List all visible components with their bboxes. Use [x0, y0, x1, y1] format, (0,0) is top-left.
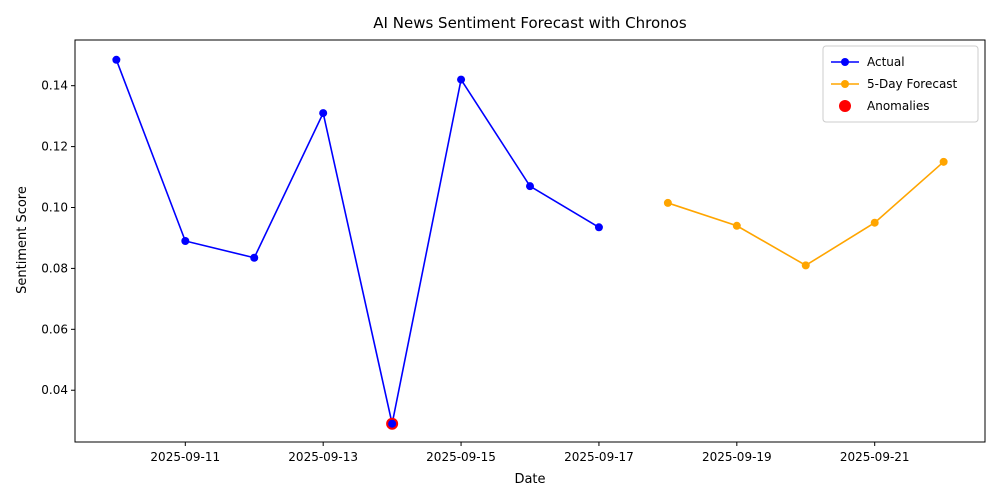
actual-point — [594, 223, 603, 232]
actual-point — [181, 237, 190, 245]
5-day-forecast-point — [870, 218, 879, 227]
plot-frame — [74, 39, 986, 443]
5-day-forecast-point — [801, 261, 810, 270]
x-tick-label: 2025-09-15 — [426, 450, 496, 464]
y-tick-label: 0.06 — [41, 322, 68, 336]
x-tick-label: 2025-09-13 — [288, 450, 358, 464]
anomaly-inner-point — [388, 419, 397, 428]
5-day-forecast-point — [732, 221, 741, 230]
anomalies-legend-label: Anomalies — [867, 99, 930, 113]
x-tick-label: 2025-09-11 — [150, 450, 220, 464]
actual-point — [457, 75, 466, 84]
x-tick-label: 2025-09-21 — [840, 450, 910, 464]
5-day-forecast-point — [939, 157, 948, 166]
legend-box — [822, 45, 979, 123]
y-tick-label: 0.04 — [41, 383, 68, 397]
5-day-forecast-legend-label: 5-Day Forecast — [867, 77, 958, 91]
anomalies-legend-marker — [839, 100, 851, 112]
5-day-forecast-point — [663, 198, 672, 207]
actual-point — [250, 253, 259, 262]
actual-line — [115, 59, 600, 424]
plot-area: 0.04 0.06 0.08 0.10 0.12 0.14 2025-09-11 2025-0… — [41, 39, 986, 464]
y-tick-label: 0.12 — [41, 140, 68, 154]
actual-point — [112, 55, 121, 64]
actual-legend-label: Actual — [867, 55, 905, 69]
x-tick-label: 2025-09-19 — [702, 450, 772, 464]
chart-title: AI News Sentiment Forecast with Chronos — [373, 14, 687, 32]
x-axis-label: Date — [514, 472, 545, 487]
x-tick-label: 2025-09-17 — [564, 450, 634, 464]
legend: Actual 5-Day Forecast Anomalies — [822, 45, 979, 123]
y-tick-label: 0.08 — [41, 261, 68, 275]
y-tick-label: 0.10 — [41, 201, 68, 215]
y-tick-label: 0.14 — [41, 79, 68, 93]
actual-legend-marker — [841, 58, 849, 66]
actual-point — [319, 109, 328, 118]
y-axis-label: Sentiment Score — [15, 186, 30, 294]
actual-point — [526, 182, 534, 191]
5-day-forecast-legend-marker — [841, 80, 849, 88]
